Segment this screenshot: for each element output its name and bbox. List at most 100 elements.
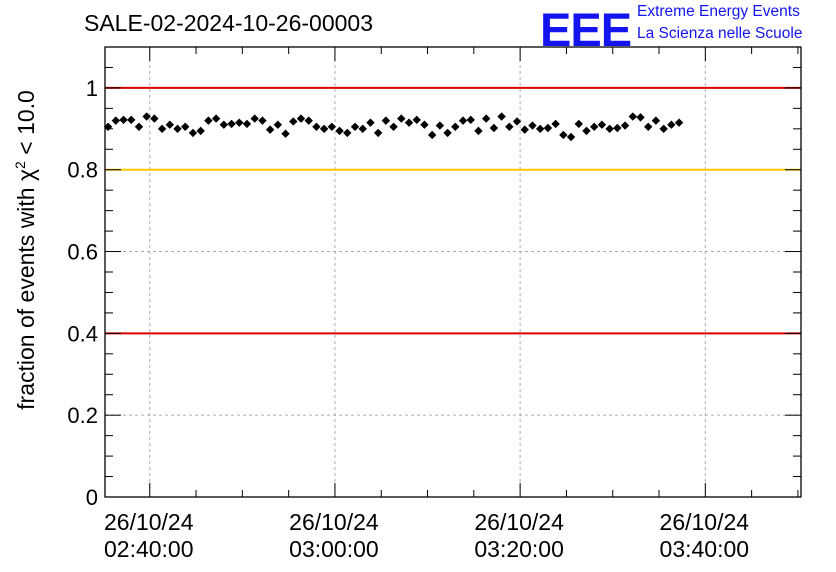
- point-marker: [373, 128, 383, 138]
- point-marker: [165, 120, 175, 129]
- point-marker: [559, 130, 568, 140]
- data-point: [119, 115, 128, 125]
- point-marker: [157, 124, 167, 134]
- point-marker: [551, 119, 560, 129]
- point-marker: [458, 116, 468, 125]
- point-marker: [150, 114, 159, 123]
- x-tick-label-date: 26/10/24: [474, 509, 564, 535]
- data-point: [358, 124, 367, 134]
- data-point: [304, 116, 313, 125]
- chart-title: SALE-02-2024-10-26-00003: [84, 10, 373, 36]
- data-point: [196, 126, 205, 136]
- data-point: [157, 124, 167, 134]
- data-point: [258, 116, 267, 125]
- logo-line-2: La Scienza nelle Scuole: [637, 25, 803, 42]
- data-point: [481, 114, 491, 123]
- data-point: [497, 112, 506, 121]
- data-point: [173, 124, 182, 134]
- point-marker: [474, 126, 483, 136]
- point-marker: [651, 116, 661, 125]
- point-marker: [528, 121, 537, 130]
- data-point: [397, 114, 406, 123]
- data-point: [667, 120, 676, 129]
- point-marker: [181, 122, 190, 131]
- y-tick-label: 0.6: [67, 240, 98, 265]
- data-point: [590, 122, 599, 131]
- point-marker: [535, 124, 545, 134]
- data-point: [628, 112, 637, 121]
- point-marker: [574, 119, 583, 129]
- point-marker: [605, 124, 614, 134]
- x-tick-label-date: 26/10/24: [660, 509, 750, 535]
- data-point: [443, 128, 452, 138]
- point-marker: [127, 115, 136, 125]
- point-marker: [111, 116, 121, 125]
- point-marker: [350, 122, 360, 131]
- y-tick-label: 0.4: [67, 321, 98, 346]
- data-point: [551, 119, 560, 129]
- data-point: [281, 129, 290, 138]
- point-marker: [281, 129, 290, 138]
- tick-labels: 00.20.40.60.8126/10/2402:40:0026/10/2403…: [67, 76, 749, 562]
- data-point: [150, 114, 159, 123]
- data-point: [651, 116, 661, 125]
- data-point: [412, 115, 421, 125]
- data-point: [659, 124, 668, 134]
- data-point: [242, 119, 252, 129]
- point-marker: [258, 116, 267, 125]
- point-marker: [335, 126, 344, 136]
- point-marker: [636, 113, 645, 122]
- data-point: [674, 118, 684, 127]
- data-point: [219, 120, 229, 129]
- data-point: [451, 122, 460, 131]
- point-marker: [188, 128, 198, 138]
- data-point: [489, 123, 499, 133]
- point-marker: [489, 123, 499, 133]
- point-marker: [412, 115, 421, 125]
- point-marker: [628, 112, 637, 121]
- data-points: [103, 112, 684, 142]
- data-point: [296, 114, 306, 123]
- point-marker: [265, 125, 275, 134]
- point-marker: [404, 118, 414, 127]
- point-marker: [443, 128, 452, 138]
- data-point: [582, 126, 591, 136]
- point-marker: [343, 128, 352, 138]
- data-point: [312, 122, 321, 131]
- y-axis-label-tail: < 10.0: [13, 90, 39, 161]
- x-tick-label-time: 03:40:00: [660, 536, 750, 562]
- x-tick-label-time: 02:40:00: [104, 536, 194, 562]
- point-marker: [327, 122, 337, 131]
- point-marker: [366, 118, 375, 127]
- data-point: [512, 117, 522, 126]
- point-marker: [204, 116, 213, 125]
- logo-line-1: Extreme Energy Events: [637, 3, 800, 20]
- grid-layer: [105, 47, 801, 497]
- point-marker: [142, 112, 151, 121]
- data-point: [335, 126, 344, 136]
- point-marker: [620, 121, 630, 130]
- data-point: [535, 124, 545, 134]
- data-point: [289, 117, 298, 126]
- data-point: [559, 130, 568, 140]
- data-point: [505, 122, 514, 131]
- data-point: [644, 122, 653, 131]
- point-marker: [644, 122, 653, 131]
- data-point: [343, 128, 352, 138]
- data-point: [605, 124, 614, 134]
- point-marker: [235, 118, 244, 127]
- x-tick-label-date: 26/10/24: [289, 509, 379, 535]
- data-point: [211, 114, 221, 123]
- data-point: [165, 120, 175, 129]
- point-marker: [389, 122, 398, 131]
- data-point: [435, 121, 445, 130]
- point-marker: [289, 117, 298, 126]
- point-marker: [566, 132, 576, 142]
- point-marker: [227, 119, 236, 129]
- point-marker: [520, 125, 529, 134]
- y-axis-label-main: fraction of events with: [13, 181, 39, 410]
- data-point: [389, 122, 398, 131]
- point-marker: [674, 118, 684, 127]
- point-marker: [512, 117, 522, 126]
- data-point: [620, 121, 630, 130]
